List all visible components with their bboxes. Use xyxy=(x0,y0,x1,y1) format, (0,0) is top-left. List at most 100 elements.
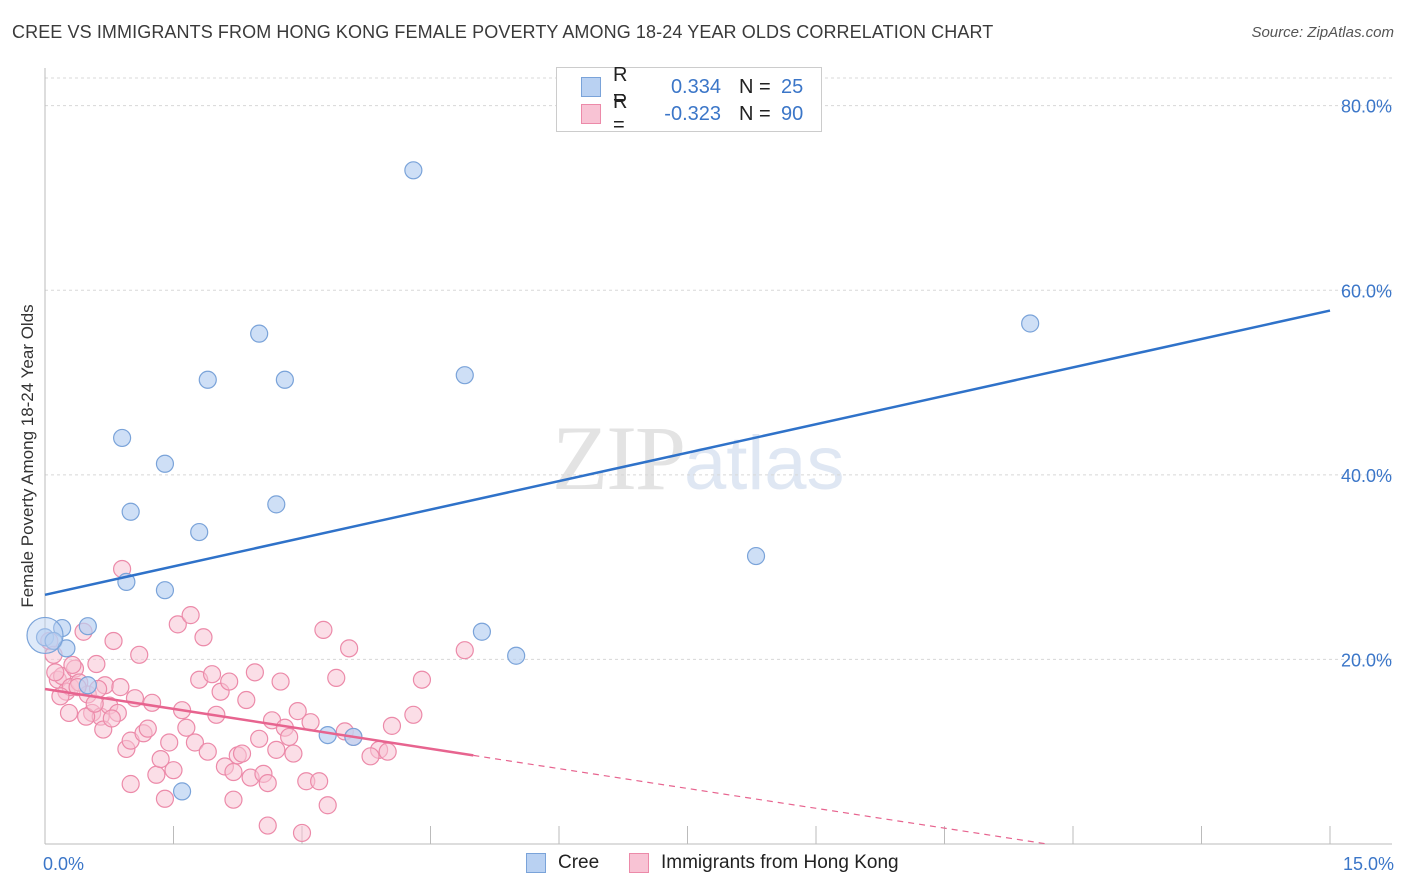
y-tick-label: 60.0% xyxy=(1341,281,1392,301)
hk-point xyxy=(185,733,205,752)
cree-point xyxy=(78,676,97,695)
cree-trend-line xyxy=(44,309,1331,597)
cree-point xyxy=(404,161,423,180)
hk-trend-line xyxy=(44,687,474,757)
hk-point xyxy=(142,693,162,712)
cree-point xyxy=(198,370,217,389)
cree-point xyxy=(275,370,294,389)
hk-legend-swatch xyxy=(629,853,649,873)
hk-point xyxy=(378,742,397,761)
cree-point xyxy=(112,428,132,448)
y-tick-label: 80.0% xyxy=(1341,97,1392,117)
hk-point xyxy=(138,719,157,738)
hk-point xyxy=(130,645,149,664)
cree-point xyxy=(267,495,286,514)
hk-point xyxy=(160,733,179,752)
hk-legend-label: Immigrants from Hong Kong xyxy=(661,852,899,873)
hk-point xyxy=(198,742,217,761)
chart-title: CREE VS IMMIGRANTS FROM HONG KONG FEMALE… xyxy=(12,22,994,42)
hk-trend-extension xyxy=(473,754,1048,845)
hk-point xyxy=(194,628,213,647)
cree-point xyxy=(507,646,526,665)
hk-point xyxy=(258,773,277,793)
hk-point xyxy=(361,747,380,766)
cree-point xyxy=(455,366,474,385)
x-tick-label: 15.0% xyxy=(1343,854,1394,874)
cree-point xyxy=(318,725,337,745)
cree-point-large xyxy=(26,616,64,655)
hk-point xyxy=(121,774,140,794)
hk-point xyxy=(404,705,423,724)
hk-point xyxy=(63,655,82,675)
n-label: N = xyxy=(739,102,771,125)
hk-point xyxy=(87,654,106,674)
hk-point xyxy=(455,641,474,660)
cree-point xyxy=(155,454,175,473)
hk-point xyxy=(288,702,307,721)
hk-point xyxy=(271,672,290,691)
hk-point xyxy=(102,709,121,728)
legend-row-hk: R = -0.323 N = 90 xyxy=(581,91,804,136)
y-axis-label: Female Poverty Among 18-24 Year Olds xyxy=(18,304,37,608)
stats-legend: R = 0.334 N = 25 R = -0.323 N = 90 xyxy=(556,64,822,136)
source-label: Source: ZipAtlas.com xyxy=(1251,24,1394,41)
cree-point xyxy=(746,546,766,566)
r-label: R = xyxy=(613,91,628,136)
cree-r-value: 0.334 xyxy=(670,75,721,98)
hk-point xyxy=(147,765,166,784)
hk-point xyxy=(164,761,183,780)
hk-point xyxy=(412,670,432,689)
hk-point xyxy=(382,716,402,735)
cree-point xyxy=(121,502,140,521)
n-label: N = xyxy=(739,75,771,98)
hk-point xyxy=(224,790,243,809)
r-label: R = xyxy=(613,64,628,109)
y-tick-label: 20.0% xyxy=(1341,650,1392,670)
cree-point xyxy=(155,581,175,600)
cree-legend-label: Cree xyxy=(558,852,600,873)
hk-point xyxy=(104,631,123,651)
hk-point xyxy=(250,729,269,748)
legend-row-cree: R = 0.334 N = 25 xyxy=(581,64,804,109)
hk-point xyxy=(284,744,303,763)
hk-point xyxy=(318,796,337,815)
cree-point xyxy=(472,622,491,641)
hk-point xyxy=(220,672,239,691)
hk-point xyxy=(280,727,299,747)
cree-point xyxy=(78,617,97,636)
x-tick-label: 0.0% xyxy=(43,854,84,874)
cree-swatch xyxy=(581,77,601,97)
hk-point xyxy=(310,772,329,791)
hk-point xyxy=(245,663,264,682)
cree-point xyxy=(1021,314,1040,333)
hk-point xyxy=(168,615,187,634)
hk-swatch xyxy=(581,104,601,124)
hk-point xyxy=(292,823,312,843)
hk-point xyxy=(46,663,65,682)
hk-point xyxy=(267,740,286,759)
hk-point xyxy=(340,639,359,658)
hk-point xyxy=(258,816,277,835)
hk-point xyxy=(77,707,96,726)
hk-n-value: 90 xyxy=(781,102,804,125)
cree-legend-swatch xyxy=(526,853,546,873)
hk-point xyxy=(314,620,333,639)
legend-item-hk: Immigrants from Hong Kong xyxy=(629,852,899,874)
hk-point xyxy=(111,678,130,697)
hk-point xyxy=(177,718,196,737)
legend-item-cree: Cree xyxy=(526,852,599,874)
hk-point xyxy=(155,789,175,808)
hk-point xyxy=(151,749,170,769)
cree-n-value: 25 xyxy=(781,75,804,98)
hk-point xyxy=(232,744,252,763)
bottom-legend: Cree Immigrants from Hong Kong xyxy=(0,852,1406,878)
cree-point xyxy=(190,522,209,542)
cree-point xyxy=(53,618,72,638)
hk-point xyxy=(202,665,222,684)
cree-point xyxy=(172,782,192,801)
cree-point xyxy=(250,324,269,343)
hk-point xyxy=(224,762,243,782)
hk-point xyxy=(59,703,79,723)
watermark: ZIPatlas xyxy=(552,405,845,511)
